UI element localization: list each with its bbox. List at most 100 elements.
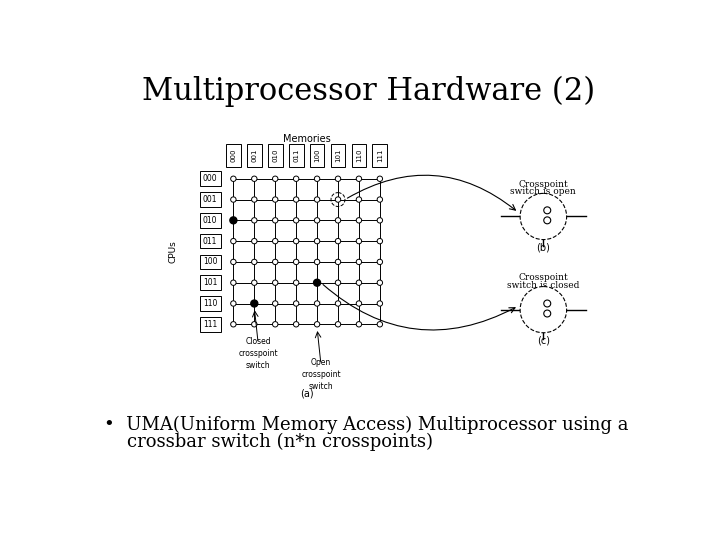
Circle shape [356,280,361,286]
Text: 110: 110 [203,299,217,308]
Circle shape [377,239,382,244]
Circle shape [336,239,341,244]
Text: 010: 010 [272,149,278,163]
Circle shape [356,197,361,202]
Text: 000: 000 [203,174,217,183]
Circle shape [294,197,299,202]
Circle shape [315,197,320,202]
FancyBboxPatch shape [199,234,220,248]
FancyBboxPatch shape [199,296,220,311]
Circle shape [251,218,257,223]
Circle shape [315,218,320,223]
Text: (c): (c) [537,335,550,346]
Circle shape [377,259,382,265]
Circle shape [294,301,299,306]
Text: 000: 000 [230,149,236,163]
Circle shape [544,217,551,224]
Circle shape [251,300,258,307]
Circle shape [230,217,237,224]
FancyBboxPatch shape [372,145,387,167]
Text: Multiprocessor Hardware (2): Multiprocessor Hardware (2) [143,76,595,107]
Circle shape [377,280,382,286]
FancyBboxPatch shape [330,145,346,167]
Circle shape [377,301,382,306]
Circle shape [251,239,257,244]
Circle shape [272,301,278,306]
Circle shape [294,280,299,286]
FancyBboxPatch shape [199,192,220,207]
Circle shape [336,176,341,181]
Text: 101: 101 [335,149,341,163]
Circle shape [356,218,361,223]
FancyBboxPatch shape [199,213,220,228]
FancyBboxPatch shape [226,145,240,167]
Circle shape [230,239,236,244]
Text: Open
crosspoint
switch: Open crosspoint switch [301,358,341,390]
Text: 111: 111 [203,320,217,329]
Circle shape [377,197,382,202]
Circle shape [356,239,361,244]
Circle shape [544,310,551,317]
Circle shape [356,259,361,265]
Circle shape [315,322,320,327]
Circle shape [272,322,278,327]
Text: 100: 100 [314,149,320,163]
Circle shape [272,197,278,202]
Circle shape [251,280,257,286]
Circle shape [294,322,299,327]
Circle shape [294,239,299,244]
Circle shape [377,218,382,223]
Circle shape [272,218,278,223]
Text: Crosspoint: Crosspoint [518,273,568,282]
Circle shape [315,176,320,181]
Circle shape [315,239,320,244]
Text: CPUs: CPUs [168,240,177,263]
Text: 100: 100 [203,258,217,266]
Text: •  UMA(Uniform Memory Access) Multiprocessor using a: • UMA(Uniform Memory Access) Multiproces… [104,416,629,434]
Circle shape [356,301,361,306]
Circle shape [272,280,278,286]
Circle shape [356,176,361,181]
Circle shape [377,176,382,181]
Circle shape [336,322,341,327]
Circle shape [272,176,278,181]
FancyBboxPatch shape [199,171,220,186]
Text: Crosspoint: Crosspoint [518,180,568,188]
Circle shape [377,322,382,327]
Text: 010: 010 [203,216,217,225]
Text: crossbar switch (n*n crosspoints): crossbar switch (n*n crosspoints) [104,433,433,451]
Circle shape [520,287,567,333]
Circle shape [336,218,341,223]
Circle shape [230,322,236,327]
Text: (a): (a) [300,389,313,399]
Circle shape [356,322,361,327]
Circle shape [544,207,551,214]
Text: 001: 001 [203,195,217,204]
Text: Closed
crosspoint
switch: Closed crosspoint switch [238,338,278,370]
Circle shape [336,280,341,286]
Circle shape [251,322,257,327]
Circle shape [336,259,341,265]
Circle shape [272,239,278,244]
FancyBboxPatch shape [351,145,366,167]
Circle shape [336,301,341,306]
Text: (b): (b) [536,242,550,252]
Circle shape [230,301,236,306]
Text: 111: 111 [377,149,383,163]
Text: 011: 011 [203,237,217,246]
FancyBboxPatch shape [199,275,220,290]
Circle shape [315,301,320,306]
Circle shape [294,259,299,265]
Text: 101: 101 [203,278,217,287]
Circle shape [520,193,567,240]
FancyBboxPatch shape [247,145,261,167]
Circle shape [230,176,236,181]
Text: 011: 011 [293,149,299,163]
FancyBboxPatch shape [268,145,282,167]
Circle shape [272,259,278,265]
FancyBboxPatch shape [199,317,220,332]
Circle shape [230,280,236,286]
Circle shape [251,197,257,202]
Text: Memories: Memories [283,134,330,145]
Circle shape [251,176,257,181]
